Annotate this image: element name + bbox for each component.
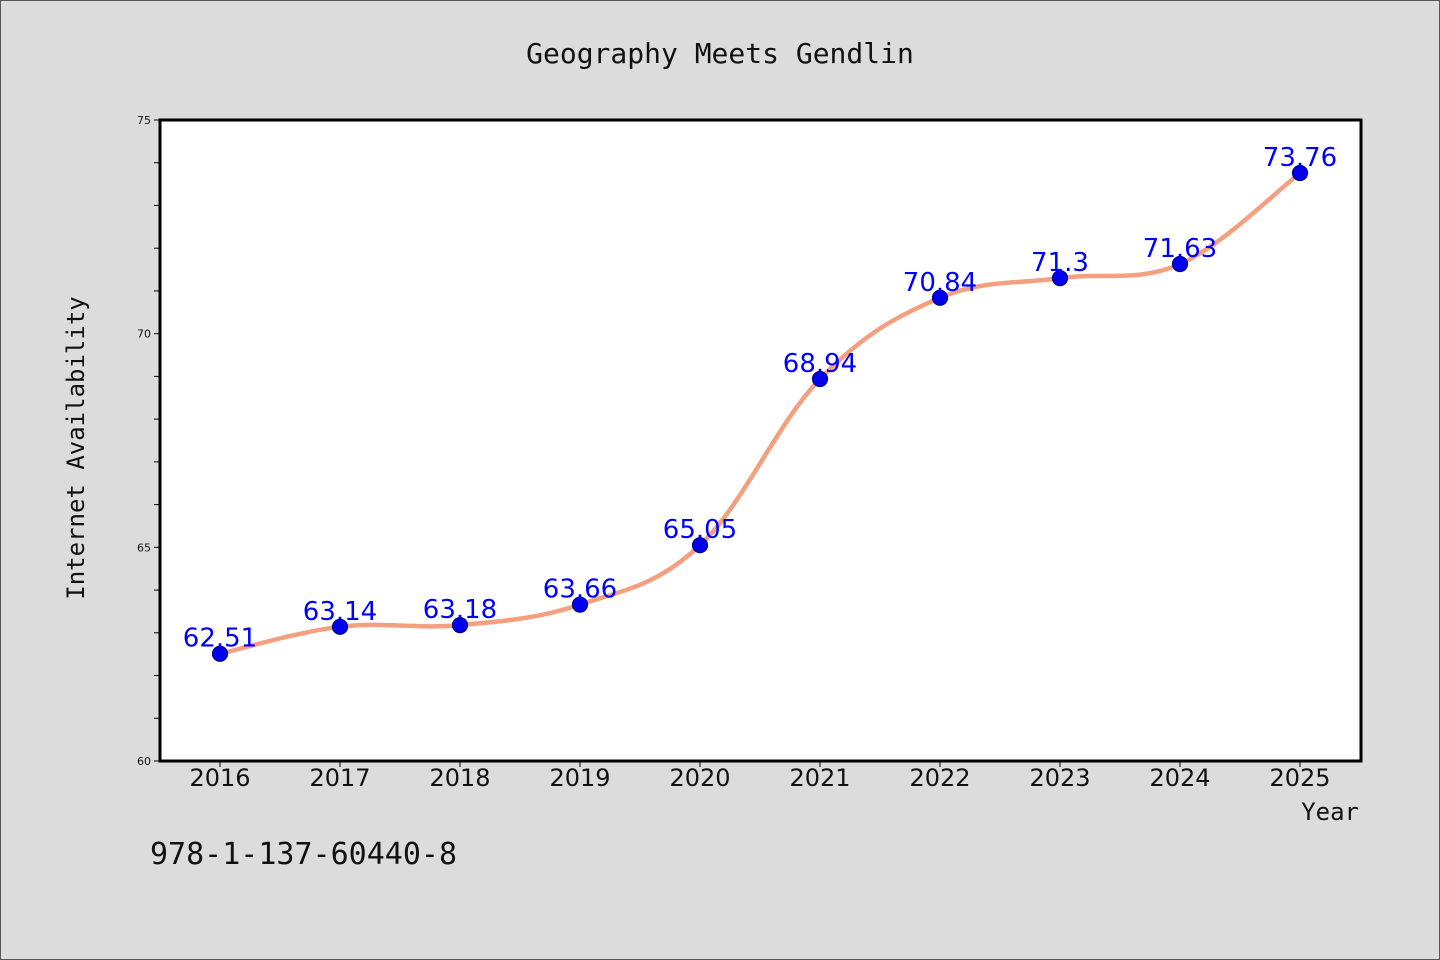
- x-tick-label: 2018: [429, 764, 490, 792]
- x-tick-label: 2020: [669, 764, 730, 792]
- data-point: [931, 289, 949, 306]
- data-label: 71.63: [1143, 234, 1217, 264]
- y-axis-label: Internet Availability: [62, 296, 90, 599]
- x-tick-label: 2021: [789, 764, 850, 792]
- data-label: 63.14: [303, 597, 377, 627]
- x-axis: 2016 2017 2018 2019 2020 2021 2022 2023 2024 2025: [189, 761, 1331, 792]
- x-tick-label: 2017: [309, 764, 370, 792]
- data-point: [811, 370, 829, 388]
- y-axis: 60 65 70 75: [137, 114, 160, 768]
- x-tick-label: 2022: [909, 764, 970, 792]
- data-label: 65.05: [663, 515, 737, 545]
- data-label: 62.51: [183, 624, 257, 654]
- data-point: [331, 618, 349, 635]
- series-line: [217, 170, 1303, 656]
- x-axis-label: Year: [1301, 798, 1359, 826]
- data-label-group: 62.51 63.14 63.18 63.66 65.05 68.94 70.84 71.3 7…: [183, 143, 1337, 654]
- y-tick-label: 60: [137, 755, 151, 768]
- data-label: 73.76: [1263, 143, 1337, 173]
- y-tick-label: 70: [137, 328, 151, 341]
- data-point: [211, 645, 229, 662]
- plot-area: [158, 118, 1363, 763]
- data-point: [571, 596, 589, 613]
- x-tick-label: 2024: [1149, 764, 1210, 792]
- data-point: [1171, 255, 1189, 273]
- data-label: 68.94: [783, 349, 857, 379]
- data-point: [1291, 164, 1309, 182]
- y-tick-label: 75: [137, 114, 151, 127]
- series-line-group: [211, 164, 1309, 662]
- isbn-text: 978-1-137-60440-8: [150, 837, 457, 872]
- y-tick-label: 65: [137, 541, 151, 554]
- chart-title: Geography Meets Gendlin: [526, 37, 914, 70]
- x-tick-label: 2023: [1029, 764, 1090, 792]
- data-label: 71.3: [1031, 248, 1089, 278]
- x-tick-label: 2025: [1269, 764, 1330, 792]
- data-label: 70.84: [903, 268, 977, 298]
- data-label: 63.66: [543, 575, 617, 605]
- x-tick-label: 2016: [189, 764, 250, 792]
- data-point: [1051, 270, 1069, 287]
- data-point: [691, 537, 709, 554]
- data-label: 63.18: [423, 595, 497, 625]
- data-point: [451, 617, 469, 634]
- x-tick-label: 2019: [549, 764, 610, 792]
